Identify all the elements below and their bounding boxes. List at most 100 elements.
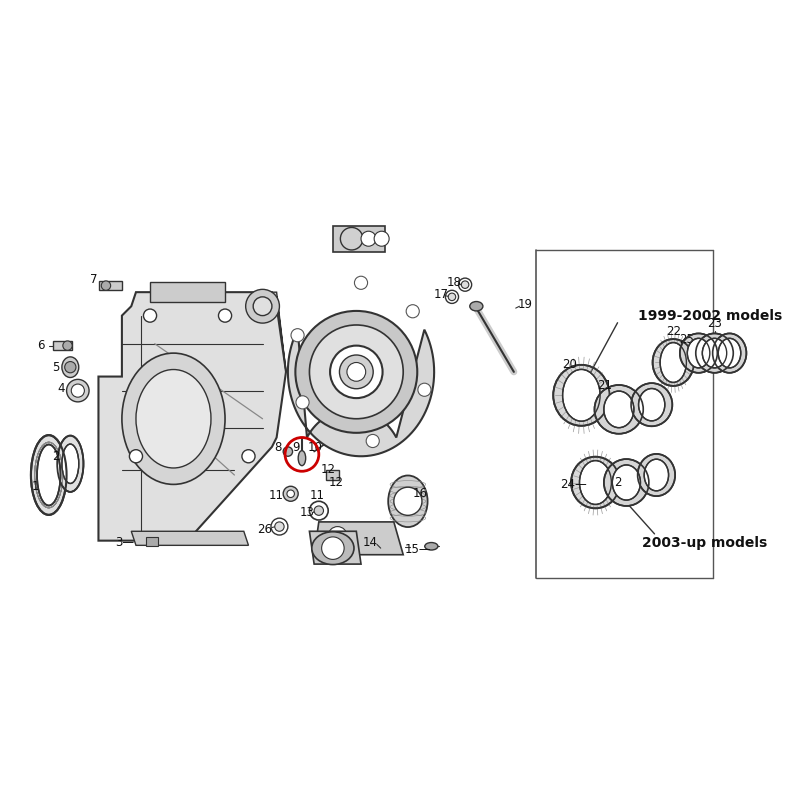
Circle shape [253, 297, 272, 316]
Text: 11: 11 [269, 489, 284, 502]
Circle shape [340, 227, 363, 250]
Circle shape [394, 487, 422, 515]
Ellipse shape [660, 342, 686, 382]
Ellipse shape [62, 444, 78, 483]
Polygon shape [314, 522, 403, 554]
Circle shape [330, 346, 382, 398]
Text: 21: 21 [598, 379, 612, 393]
Text: 12: 12 [321, 463, 336, 476]
Ellipse shape [680, 334, 718, 373]
Ellipse shape [702, 338, 726, 368]
Circle shape [418, 383, 431, 396]
Ellipse shape [713, 334, 746, 373]
Text: 24—: 24— [561, 478, 587, 491]
Circle shape [71, 384, 84, 397]
Text: 23: 23 [707, 317, 722, 330]
Text: 13: 13 [299, 506, 314, 519]
Text: 20: 20 [562, 358, 577, 371]
Circle shape [322, 537, 344, 559]
Ellipse shape [136, 370, 211, 468]
Polygon shape [98, 292, 286, 541]
Text: 7: 7 [90, 274, 98, 286]
Circle shape [246, 290, 279, 323]
Ellipse shape [31, 435, 66, 515]
Text: 18: 18 [446, 276, 462, 290]
Circle shape [295, 311, 418, 433]
Ellipse shape [62, 357, 78, 378]
Ellipse shape [718, 338, 741, 368]
Text: 25: 25 [679, 333, 694, 346]
Bar [99, 281, 122, 290]
Circle shape [218, 309, 232, 322]
Circle shape [143, 309, 157, 322]
Ellipse shape [644, 459, 669, 491]
Circle shape [374, 231, 389, 246]
Text: 19: 19 [518, 298, 533, 311]
Text: 2003-up models: 2003-up models [642, 535, 767, 550]
Ellipse shape [562, 370, 600, 422]
Ellipse shape [298, 450, 306, 466]
Circle shape [361, 231, 376, 246]
Ellipse shape [554, 365, 610, 426]
Circle shape [130, 450, 142, 463]
Text: 9: 9 [293, 442, 300, 454]
Polygon shape [131, 531, 249, 546]
Ellipse shape [470, 302, 483, 311]
Circle shape [283, 447, 293, 456]
Text: 11: 11 [310, 489, 325, 502]
Ellipse shape [579, 461, 611, 505]
Circle shape [462, 281, 469, 289]
Ellipse shape [37, 445, 61, 506]
Polygon shape [288, 330, 434, 456]
Circle shape [242, 450, 255, 463]
Circle shape [448, 293, 456, 301]
Text: 2: 2 [53, 450, 60, 462]
Circle shape [296, 396, 309, 409]
Text: 3—: 3— [115, 536, 134, 549]
Ellipse shape [604, 391, 634, 428]
Text: 10: 10 [308, 442, 322, 454]
Circle shape [406, 305, 419, 318]
Ellipse shape [612, 465, 641, 500]
Circle shape [347, 362, 366, 382]
Text: 6: 6 [38, 339, 45, 352]
Circle shape [63, 341, 72, 350]
Ellipse shape [571, 457, 620, 508]
Bar [150, 282, 225, 302]
Text: 1999-2002 models: 1999-2002 models [638, 309, 782, 322]
Text: 1: 1 [32, 480, 39, 493]
Ellipse shape [312, 532, 354, 565]
Text: 26: 26 [257, 523, 272, 536]
Circle shape [65, 362, 76, 373]
Text: 12: 12 [328, 476, 343, 489]
Ellipse shape [653, 339, 694, 386]
Text: 4: 4 [57, 382, 65, 395]
Bar [326, 470, 339, 480]
Ellipse shape [122, 353, 225, 484]
Circle shape [274, 522, 284, 531]
Ellipse shape [57, 436, 83, 492]
Ellipse shape [687, 338, 710, 368]
Bar [54, 341, 72, 350]
Ellipse shape [696, 334, 734, 373]
Text: 16: 16 [413, 487, 427, 500]
Ellipse shape [638, 454, 675, 496]
Text: 14: 14 [363, 536, 378, 549]
Text: 2: 2 [614, 476, 622, 489]
Circle shape [283, 486, 298, 502]
Circle shape [354, 276, 367, 290]
Circle shape [102, 281, 110, 290]
Polygon shape [262, 292, 286, 372]
Bar [146, 538, 158, 546]
Circle shape [310, 325, 403, 418]
Ellipse shape [388, 475, 427, 527]
Ellipse shape [631, 383, 672, 426]
Text: 5: 5 [53, 361, 60, 374]
Ellipse shape [638, 389, 665, 421]
Polygon shape [310, 531, 361, 564]
Circle shape [291, 329, 304, 342]
Circle shape [366, 434, 379, 447]
Ellipse shape [604, 459, 649, 506]
Text: 22: 22 [666, 325, 681, 338]
Text: 8: 8 [274, 442, 282, 454]
